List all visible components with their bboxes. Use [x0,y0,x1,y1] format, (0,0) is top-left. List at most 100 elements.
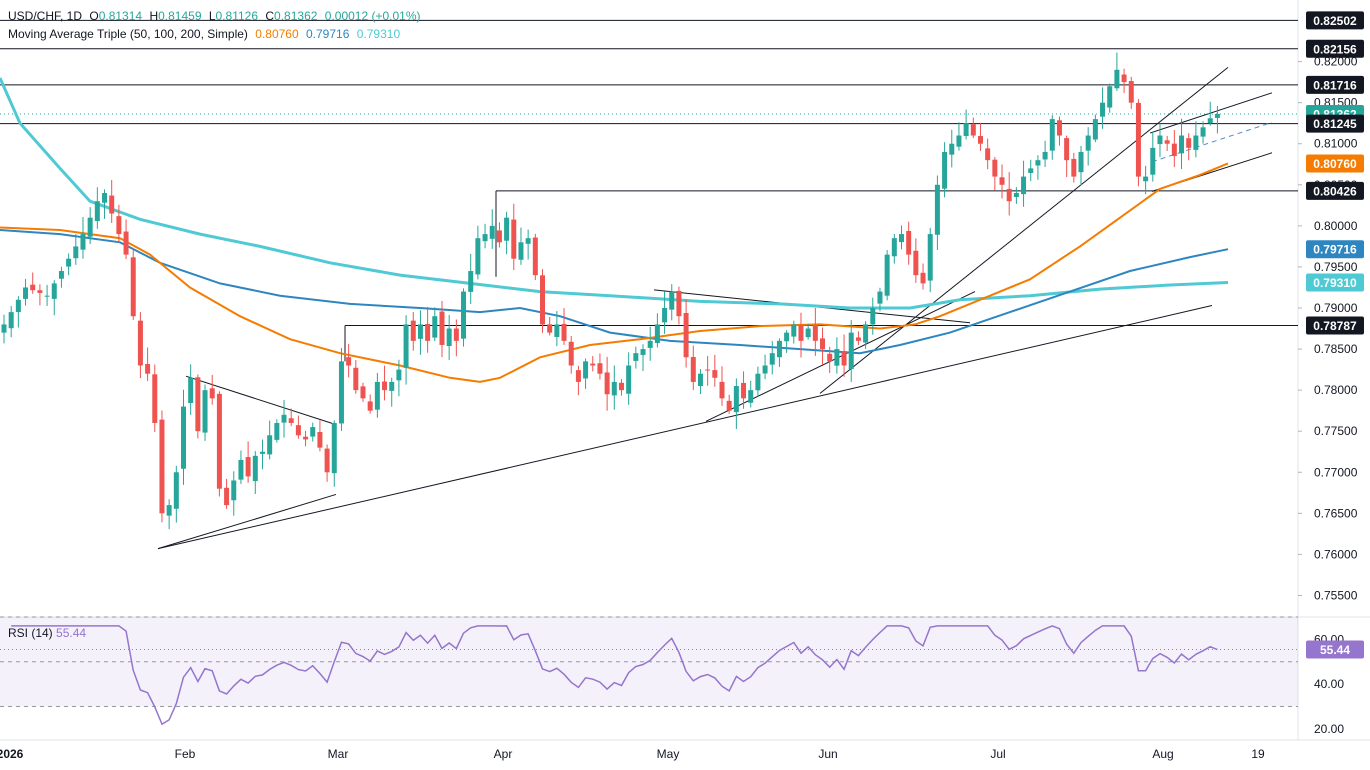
candle [303,430,309,447]
candle-body [1,324,7,333]
price-tag-bg [1306,273,1364,292]
candle [769,340,775,375]
candle-body [30,284,36,291]
candle [942,142,948,198]
candle-body [999,177,1005,185]
ma100-value: 0.79716 [306,27,350,41]
candle [1021,160,1027,207]
rsi-line [11,625,1218,726]
candle [58,266,64,288]
candle-body [173,472,179,509]
candle-body [791,324,797,337]
candle [281,400,287,438]
candle [1157,123,1163,157]
candle-body [748,390,754,403]
price-tick-label: 0.77500 [1314,424,1358,438]
candle [145,347,151,381]
candle [1200,121,1206,144]
open-label: O [89,9,99,23]
candle-body [669,291,675,310]
candle [1042,140,1048,168]
candle [618,379,624,396]
price-tag-label: 0.82156 [1313,42,1357,56]
candle [511,203,517,271]
candle [640,344,646,372]
candle-body [461,291,467,339]
candle [626,352,632,405]
candle-body [1207,118,1213,124]
candle [324,444,330,482]
candle [152,364,158,432]
candle-body [1021,176,1027,195]
price-tag-label: 0.78787 [1313,319,1357,333]
candle [784,330,790,353]
time-axis-label: Aug [1152,747,1173,761]
candle [697,369,703,395]
candle-body [453,328,459,341]
candle [317,420,323,452]
candle [216,391,222,497]
candle-body [805,328,811,338]
candle-body [985,148,991,161]
ma50-value: 0.80760 [255,27,299,41]
rsi-tag-label: 55.44 [1320,643,1350,657]
candle [719,366,725,406]
candle-body [575,370,581,382]
candle-body [547,324,553,333]
candle [963,109,969,140]
candle-body [1171,143,1177,157]
candle [949,129,955,168]
time-axis-label: May [657,747,680,761]
candle-body [741,382,747,399]
price-axis: 0.75500 0.76000 0.76500 0.77000 0.77500 0.780… [1298,55,1358,602]
candle [1193,121,1199,158]
candle [583,358,589,389]
candle-body [949,143,955,155]
candle-body [647,340,653,348]
trendlines [0,66,1298,550]
candle-body [166,505,172,516]
candle [15,296,21,328]
candle [525,229,531,260]
candle-body [109,195,115,214]
trendline [157,493,337,550]
candle-body [1013,193,1019,197]
candle [1,314,7,344]
rsi-value: 55.44 [56,626,87,640]
candle [1035,155,1041,180]
candle-body [259,451,265,454]
candle-body [970,124,976,136]
time-axis-label: Feb [175,747,196,761]
candle-body [726,400,732,411]
candle-body [762,365,768,374]
candle [834,337,840,374]
candle-body [94,201,100,222]
candle-body [906,230,912,255]
price-tick-label: 0.78500 [1314,342,1358,356]
candle-body [475,238,481,275]
candle [130,248,136,321]
candle-body [1042,151,1048,160]
time-axis-label: Mar [328,747,349,761]
candle [504,211,510,255]
candle-body [697,373,703,386]
candle [453,319,459,357]
ma-title: Moving Average Triple (50, 100, 200, Sim… [8,27,248,41]
candle-body [532,237,538,276]
candle-body [439,311,445,345]
price-tag-ma100: 0.79716 [1306,240,1364,259]
candle-body [1049,119,1055,151]
candle-body [216,393,222,489]
ma-legend: Moving Average Triple (50, 100, 200, Sim… [8,27,404,41]
ma100-line [0,229,1229,355]
price-tag-ma200: 0.79310 [1306,273,1364,292]
candle-body [676,290,682,317]
candle [195,374,201,439]
rsi-legend: RSI (14) 55.44 [8,626,86,640]
candle [353,360,359,394]
price-tick-label: 0.79000 [1314,301,1358,315]
price-tick-label: 0.80000 [1314,219,1358,233]
price-tick-label: 0.75500 [1314,588,1358,602]
time-axis: 2026 Feb Mar Apr May Jun Jul Aug 19 [0,747,1265,761]
